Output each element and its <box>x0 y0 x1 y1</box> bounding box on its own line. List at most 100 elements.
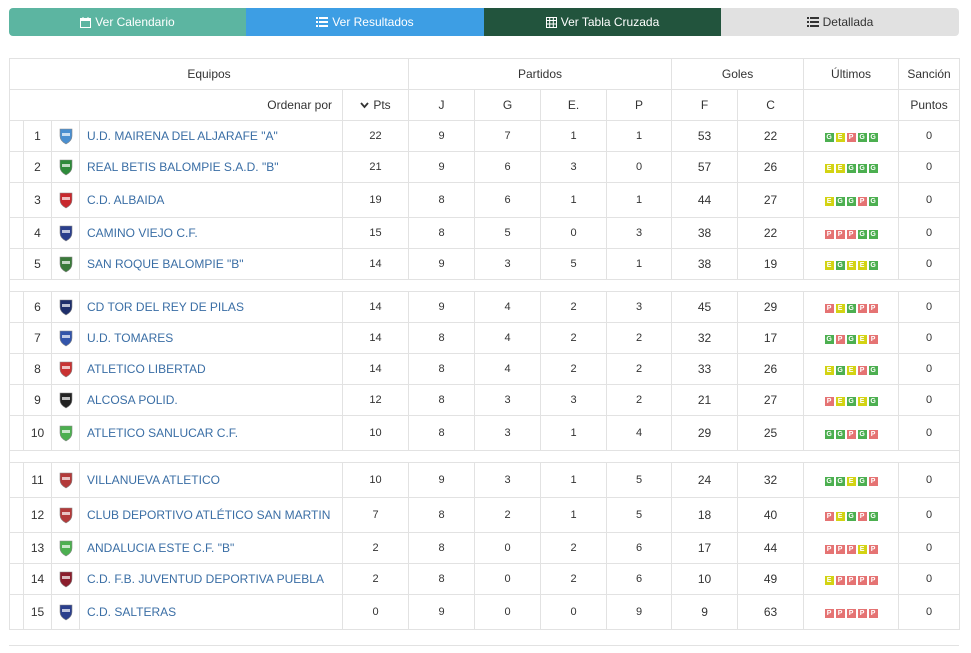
form-badge: E <box>846 366 856 375</box>
header-form-blank <box>803 89 900 121</box>
form-badge: E <box>835 304 845 313</box>
goals-against-cell: 26 <box>737 353 805 385</box>
form-badge: P <box>846 430 856 439</box>
lost-cell: 2 <box>605 384 673 416</box>
table-icon <box>545 16 557 28</box>
played-cell: 8 <box>408 182 475 218</box>
team-name-link[interactable]: ATLETICO SANLUCAR C.F. <box>79 415 343 451</box>
position-cell: 10 <box>23 415 52 451</box>
row-marker <box>9 415 24 451</box>
team-name-link[interactable]: C.D. ALBAIDA <box>79 182 343 218</box>
drawn-cell: 1 <box>540 497 607 533</box>
goals-against-cell: 40 <box>737 497 805 533</box>
drawn-cell: 3 <box>540 384 607 416</box>
form-badge: G <box>824 430 834 439</box>
team-crest-icon <box>59 299 72 316</box>
goals-for-cell: 44 <box>671 182 739 218</box>
header-e: E. <box>540 89 607 121</box>
sort-label: Ordenar por <box>9 89 343 121</box>
drawn-cell: 5 <box>540 248 607 280</box>
team-logo-cell <box>51 415 80 451</box>
form-badge: E <box>857 261 867 270</box>
team-name-link[interactable]: CLUB DEPORTIVO ATLÉTICO SAN MARTIN <box>79 497 343 533</box>
team-name-link[interactable]: CAMINO VIEJO C.F. <box>79 217 343 249</box>
tab-cross-table[interactable]: Ver Tabla Cruzada <box>484 8 721 36</box>
table-row: 11 VILLANUEVA ATLETICO 10 9 3 1 5 24 32 G G E G P 0 <box>9 462 961 498</box>
tab-detailed[interactable]: Detallada <box>721 8 959 36</box>
won-cell: 6 <box>474 151 541 183</box>
form-badge: P <box>835 230 845 239</box>
sanction-cell: 0 <box>898 248 961 280</box>
team-name-link[interactable]: SAN ROQUE BALOMPIE "B" <box>79 248 343 280</box>
form-badge: P <box>824 230 834 239</box>
points-cell: 14 <box>342 248 409 280</box>
points-cell: 15 <box>342 217 409 249</box>
form-badge: G <box>835 366 845 375</box>
lost-cell: 1 <box>605 120 673 152</box>
goals-for-cell: 21 <box>671 384 739 416</box>
row-marker <box>9 384 24 416</box>
tab-detailed-label: Detallada <box>822 15 874 29</box>
points-cell: 10 <box>342 415 409 451</box>
sanction-cell: 0 <box>898 322 961 354</box>
position-cell: 6 <box>23 291 52 323</box>
form-badge: P <box>835 335 845 344</box>
team-name-link[interactable]: U.D. TOMARES <box>79 322 343 354</box>
form-badge: G <box>835 261 845 270</box>
header-g: G <box>474 89 541 121</box>
team-name-link[interactable]: CD TOR DEL REY DE PILAS <box>79 291 343 323</box>
form-badge: P <box>824 545 834 554</box>
tab-results[interactable]: Ver Resultados <box>246 8 484 36</box>
points-cell: 2 <box>342 563 409 595</box>
position-cell: 11 <box>23 462 52 498</box>
group-spacer <box>8 279 961 292</box>
form-badge: E <box>835 512 845 521</box>
position-cell: 7 <box>23 322 52 354</box>
team-logo-cell <box>51 594 80 630</box>
list-icon <box>316 17 329 27</box>
team-crest-icon <box>59 425 72 442</box>
position-cell: 12 <box>23 497 52 533</box>
form-badge: P <box>857 609 867 618</box>
won-cell: 2 <box>474 497 541 533</box>
team-name-link[interactable]: U.D. MAIRENA DEL ALJARAFE "A" <box>79 120 343 152</box>
goals-for-cell: 45 <box>671 291 739 323</box>
position-cell: 9 <box>23 384 52 416</box>
tab-calendar[interactable]: Ver Calendario <box>9 8 246 36</box>
sort-by-points[interactable]: Pts <box>342 89 409 121</box>
points-cell: 14 <box>342 353 409 385</box>
played-cell: 8 <box>408 563 475 595</box>
team-name-link[interactable]: VILLANUEVA ATLETICO <box>79 462 343 498</box>
won-cell: 0 <box>474 594 541 630</box>
team-logo-cell <box>51 532 80 564</box>
goals-against-cell: 19 <box>737 248 805 280</box>
position-cell: 2 <box>23 151 52 183</box>
team-name-link[interactable]: C.D. SALTERAS <box>79 594 343 630</box>
won-cell: 3 <box>474 248 541 280</box>
header-c: C <box>737 89 805 121</box>
team-name-link[interactable]: ALCOSA POLID. <box>79 384 343 416</box>
team-name-link[interactable]: ATLETICO LIBERTAD <box>79 353 343 385</box>
form-badge: P <box>846 133 856 142</box>
form-badge: G <box>857 430 867 439</box>
drawn-cell: 2 <box>540 532 607 564</box>
team-name-link[interactable]: ANDALUCIA ESTE C.F. "B" <box>79 532 343 564</box>
team-logo-cell <box>51 497 80 533</box>
team-crest-icon <box>59 159 72 176</box>
position-cell: 3 <box>23 182 52 218</box>
goals-for-cell: 9 <box>671 594 739 630</box>
team-logo-cell <box>51 291 80 323</box>
team-logo-cell <box>51 322 80 354</box>
drawn-cell: 2 <box>540 563 607 595</box>
form-badge: P <box>857 197 867 206</box>
team-name-link[interactable]: C.D. F.B. JUVENTUD DEPORTIVA PUEBLA <box>79 563 343 595</box>
team-name-link[interactable]: REAL BETIS BALOMPIE S.A.D. "B" <box>79 151 343 183</box>
